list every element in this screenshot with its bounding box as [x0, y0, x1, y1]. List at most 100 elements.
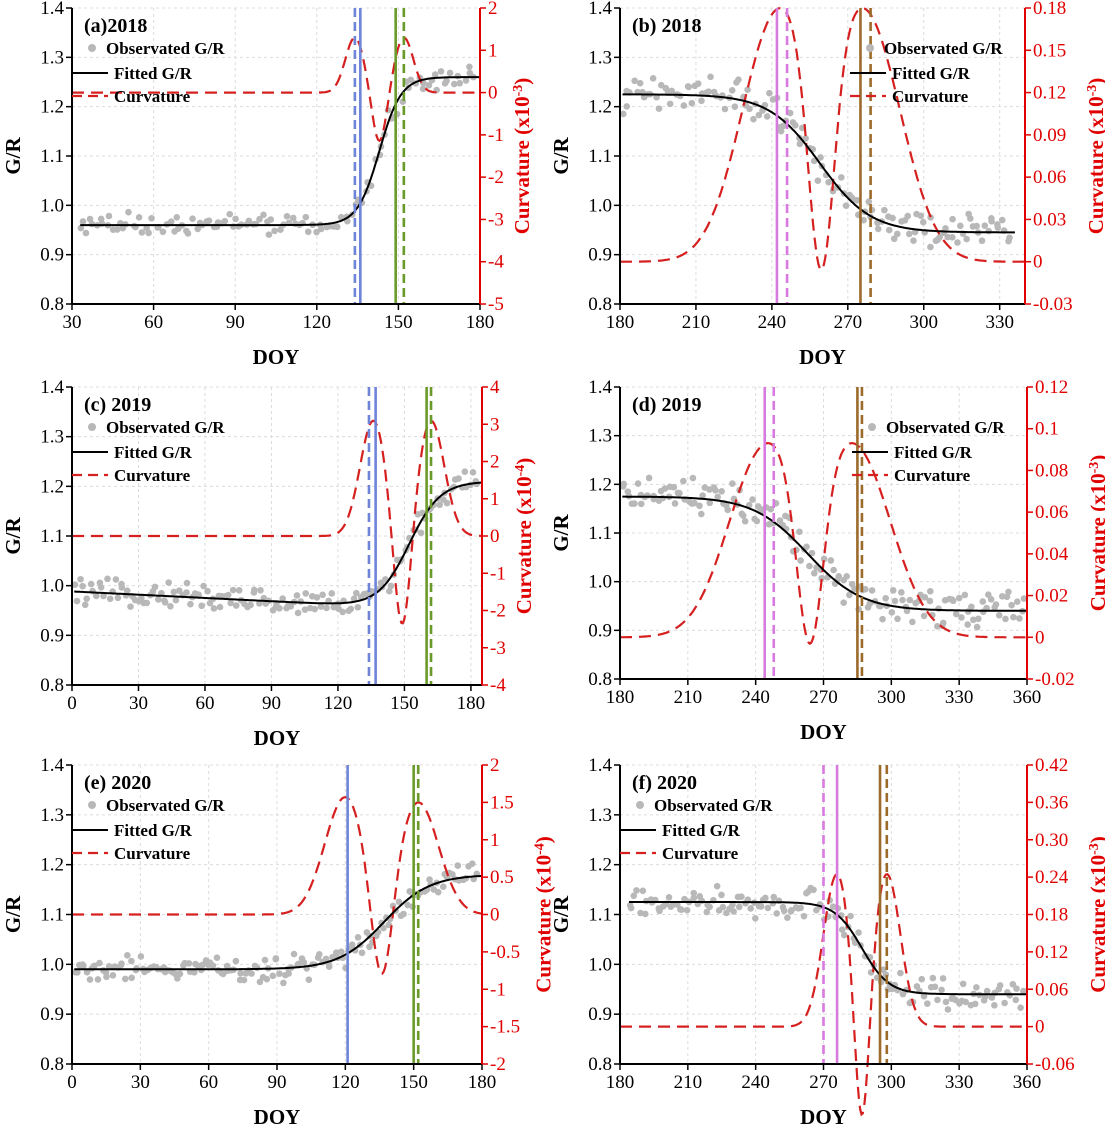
observed-point: [934, 622, 941, 630]
fitted-line: [629, 901, 1027, 996]
observed-point: [814, 177, 822, 184]
observed-point: [198, 602, 206, 610]
x-tick-label: 120: [324, 693, 353, 714]
x-tick-label: 210: [682, 312, 711, 333]
y2-tick-label: 0.09: [1033, 125, 1066, 146]
observed-point: [128, 974, 136, 982]
x-tick-label: 60: [199, 1072, 218, 1093]
observed-point: [721, 105, 729, 113]
observed-point: [620, 480, 628, 488]
legend-label-fitted: Fitted G/R: [114, 821, 193, 840]
observed-point: [703, 908, 711, 916]
observed-point: [449, 871, 456, 878]
observed-point: [738, 893, 745, 900]
y-axis-title: G/R: [1, 137, 25, 175]
observed-point: [103, 973, 110, 981]
observed-point: [741, 517, 749, 525]
fitted-line: [80, 76, 480, 227]
observed-point: [187, 600, 194, 608]
x-tick-label: 180: [468, 1072, 497, 1093]
y2-tick-label: 0.03: [1033, 209, 1066, 230]
y2-axis-exponent: -4: [513, 465, 528, 477]
observed-point: [955, 594, 963, 602]
y2-tick-label: -0.03: [1033, 294, 1073, 315]
observed-point: [753, 517, 761, 525]
observed-point: [118, 960, 125, 967]
observed-point: [261, 956, 269, 964]
y2-tick-label: 0.04: [1035, 544, 1069, 565]
observed-point: [904, 212, 912, 220]
x-axis-title: DOY: [253, 345, 300, 369]
observed-point: [109, 972, 117, 979]
observed-point: [971, 1000, 979, 1008]
observed-point: [634, 480, 642, 487]
observed-point: [205, 217, 213, 224]
legend: Observated G/R Fitted G/R Curvature: [852, 418, 1005, 485]
panel-label: (e) 2020: [84, 772, 151, 794]
observed-point: [407, 76, 415, 84]
observed-point: [707, 73, 714, 81]
y2-tick-label: 0: [1035, 1017, 1045, 1038]
y2-tick-label: 4: [490, 377, 500, 398]
observed-point: [1005, 588, 1012, 596]
chart-panel-b: 180 210 240 270 300 330 0.8 0.9 1.0 1.1 1.2 1.3 1.4 -…: [549, 0, 1105, 369]
y2-tick-label: 0.42: [1035, 755, 1068, 776]
observed-point: [1012, 996, 1020, 1004]
y-axis-title: G/R: [1, 517, 25, 555]
x-tick-label: 30: [131, 1072, 150, 1093]
observed-point: [232, 602, 240, 609]
y2-tick-label: 3: [490, 414, 500, 435]
observed-point: [906, 596, 914, 604]
observed-point: [903, 607, 911, 615]
observed-point: [191, 968, 198, 976]
observed-point: [885, 226, 893, 234]
observed-point: [77, 575, 84, 583]
y-tick-label: 1.4: [588, 755, 612, 776]
observed-point: [619, 110, 627, 118]
x-tick-label: 270: [809, 1072, 838, 1093]
y-axis-title: G/R: [549, 895, 573, 933]
observed-point: [920, 992, 928, 1000]
observed-point: [301, 606, 309, 613]
observed-point: [269, 972, 277, 980]
observed-point: [690, 894, 698, 902]
y2-tick-label: 2: [490, 452, 500, 473]
observed-point: [773, 910, 781, 917]
observed-point: [817, 154, 824, 161]
y-tick-label: 1.1: [588, 905, 612, 926]
observed-point: [183, 589, 190, 596]
observed-point: [183, 579, 191, 587]
observed-point: [973, 623, 981, 631]
observed-point: [1020, 987, 1027, 995]
legend-label-fitted: Fitted G/R: [894, 443, 973, 462]
x-tick-label: 360: [1013, 1072, 1042, 1093]
observed-point: [425, 81, 433, 89]
observed-point: [325, 963, 333, 971]
observed-point: [862, 585, 869, 593]
observed-point: [1020, 595, 1028, 602]
observed-point: [796, 140, 804, 148]
observed-point: [939, 619, 947, 627]
observed-point: [240, 976, 248, 984]
y-tick-label: 1.0: [40, 195, 64, 216]
observed-point: [199, 961, 206, 969]
legend-marker-observed: [868, 423, 876, 431]
observed-point: [337, 948, 345, 956]
observed-point: [888, 609, 896, 616]
y2-axis-title: Curvature (x10-3): [1084, 78, 1105, 235]
legend: Observated G/R Fitted G/R Curvature: [72, 39, 225, 106]
y2-axis-title: Curvature (x10-3): [510, 78, 534, 235]
legend: Observated G/R Fitted G/R Curvature: [620, 796, 773, 863]
observed-point: [939, 975, 947, 982]
observed-point: [232, 957, 240, 965]
observed-point: [779, 122, 787, 130]
observed-point: [77, 224, 85, 232]
y-tick-label: 1.0: [588, 954, 612, 975]
observed-point: [105, 212, 113, 220]
observed-point: [297, 598, 305, 605]
observed-point: [899, 596, 906, 604]
y-tick-label: 1.2: [588, 97, 612, 118]
observed-point: [347, 605, 355, 613]
y2-tick-label: -2: [490, 1054, 506, 1075]
observed-point: [718, 891, 725, 899]
